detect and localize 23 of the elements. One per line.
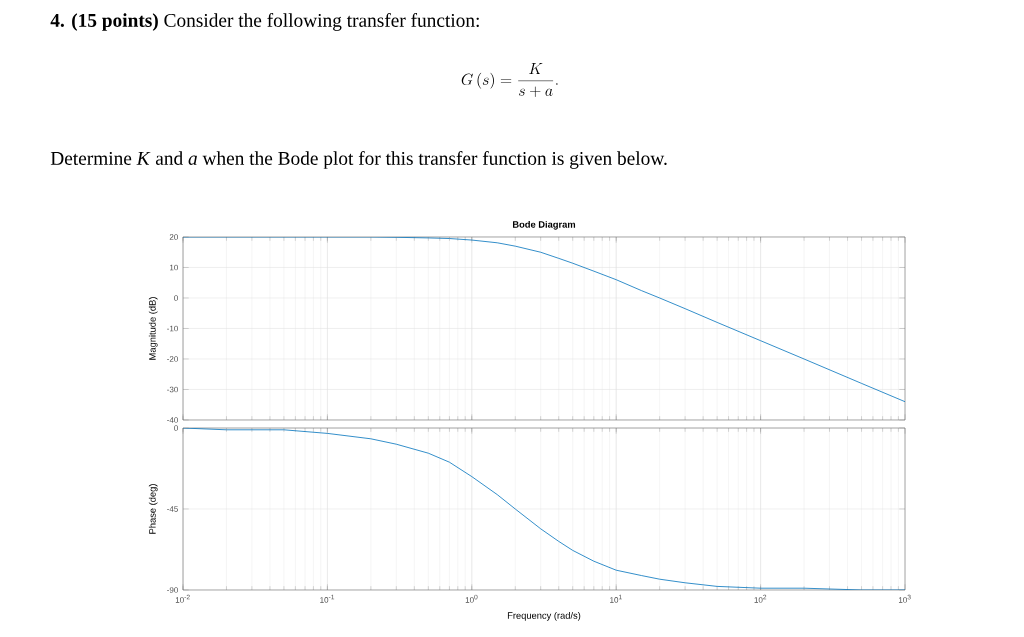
text: 4. (15 points) Consider the following transfer function:	[50, 13, 479, 31]
text: Determine K and a when the Bode plot for this transfer function is given below.	[50, 151, 667, 169]
y-tick-label: -45	[167, 506, 178, 512]
text: $G\left(s\right)=\frac{K}{s+a}.$	[461, 63, 558, 97]
y-axis-title: Phase (deg)	[148, 484, 158, 534]
x-axis-title: Frequency (rad/s)	[507, 611, 581, 621]
x-tick-label: 10$^{2}$	[754, 594, 767, 603]
y-tick-label: -20	[167, 356, 178, 362]
y-axis-title: Magnitude (dB)	[148, 297, 158, 360]
y-tick-label: 10	[170, 264, 178, 271]
x-tick-label: 10$^{0}$	[465, 594, 478, 603]
x-tick-label: 10$^{3}$	[898, 594, 911, 603]
x-tick-label: 10$^{-2}$	[175, 594, 190, 603]
x-tick-label: 10$^{-1}$	[320, 594, 335, 603]
y-tick-label: 0	[174, 295, 178, 301]
y-tick-label: -10	[167, 325, 178, 332]
y-tick-label: -40	[167, 417, 178, 423]
y-tick-label: 20	[169, 234, 178, 240]
y-tick-label: -90	[167, 587, 178, 593]
x-tick-label: 10$^{1}$	[610, 594, 622, 603]
y-tick-label: -30	[167, 386, 178, 393]
y-tick-label: 0	[174, 425, 178, 431]
chart-title: Bode Diagram	[512, 220, 576, 230]
